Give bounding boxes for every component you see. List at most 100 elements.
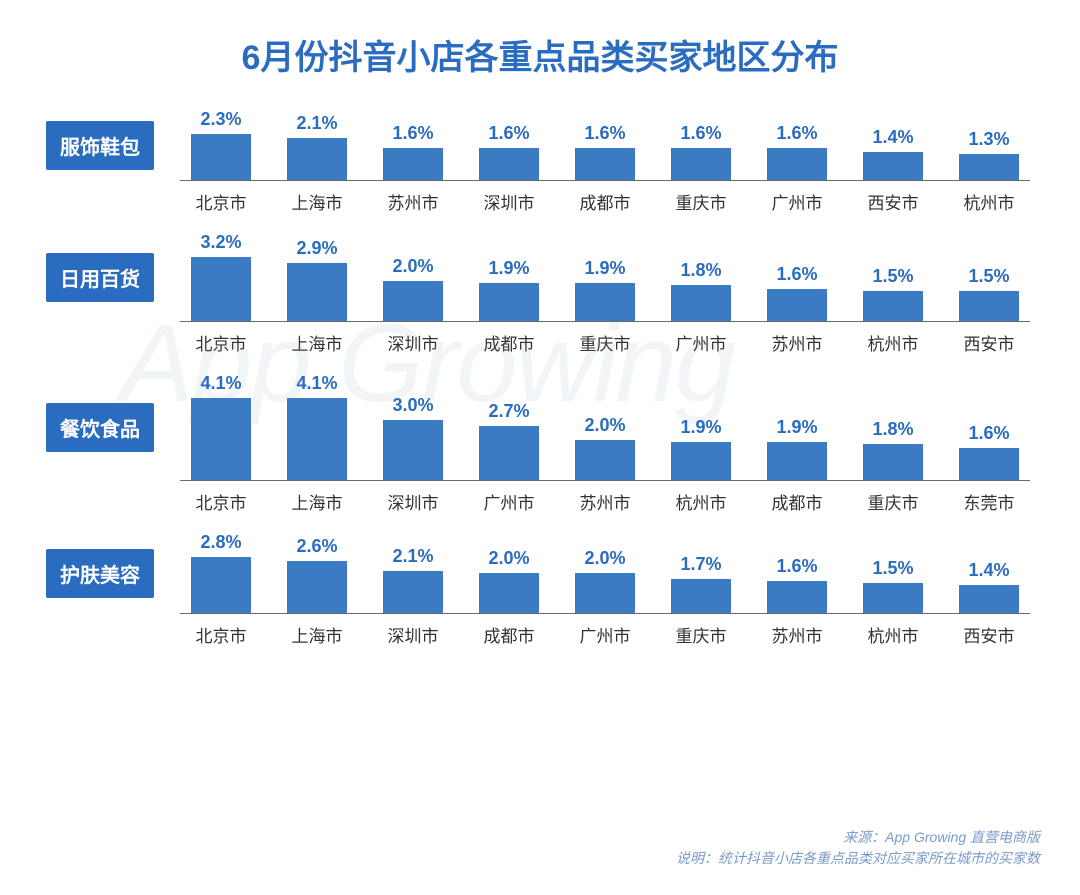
bar-group: 2.1%	[372, 546, 454, 613]
bars-container: 2.3%2.1%1.6%1.6%1.6%1.6%1.6%1.4%1.3%	[180, 109, 1030, 181]
bar-value: 1.9%	[776, 417, 817, 438]
city-label: 重庆市	[660, 181, 742, 214]
city-label: 重庆市	[852, 481, 934, 514]
city-label: 上海市	[276, 181, 358, 214]
city-labels-container: 北京市上海市深圳市广州市苏州市杭州市成都市重庆市东莞市	[180, 481, 1030, 532]
bar-value: 2.6%	[296, 536, 337, 557]
bar-value: 1.9%	[680, 417, 721, 438]
bar	[575, 573, 634, 613]
bar	[383, 571, 442, 613]
bar-group: 1.9%	[660, 417, 742, 480]
chart-title: 6月份抖音小店各重点品类买家地区分布	[20, 30, 1060, 79]
bar	[383, 281, 442, 321]
bar-value: 1.9%	[488, 258, 529, 279]
bar-group: 2.0%	[564, 548, 646, 613]
bar	[191, 134, 250, 180]
bar-group: 1.8%	[660, 260, 742, 321]
bar-group: 1.5%	[852, 558, 934, 613]
city-label: 北京市	[180, 322, 262, 355]
bar	[287, 138, 346, 180]
chart-row: 日用百货3.2%2.9%2.0%1.9%1.9%1.8%1.6%1.5%1.5%	[40, 232, 1030, 322]
city-label: 上海市	[276, 614, 358, 647]
city-label: 北京市	[180, 181, 262, 214]
bar-group: 4.1%	[276, 373, 358, 480]
bar-value: 1.5%	[872, 558, 913, 579]
bar	[863, 152, 922, 180]
bar-group: 1.9%	[756, 417, 838, 480]
category-label-text: 餐饮食品	[46, 403, 154, 452]
bar	[863, 444, 922, 480]
bars-container: 4.1%4.1%3.0%2.7%2.0%1.9%1.9%1.8%1.6%	[180, 373, 1030, 481]
bar	[287, 398, 346, 480]
bar-value: 2.0%	[488, 548, 529, 569]
bar-group: 2.0%	[564, 415, 646, 480]
city-labels: 北京市上海市深圳市成都市广州市重庆市苏州市杭州市西安市	[180, 614, 1030, 647]
bar	[863, 583, 922, 613]
bar	[767, 289, 826, 321]
city-label: 深圳市	[372, 481, 454, 514]
city-label: 杭州市	[660, 481, 742, 514]
bar	[767, 442, 826, 480]
city-labels: 北京市上海市深圳市成都市重庆市广州市苏州市杭州市西安市	[180, 322, 1030, 355]
city-label: 广州市	[756, 181, 838, 214]
city-labels: 北京市上海市深圳市广州市苏州市杭州市成都市重庆市东莞市	[180, 481, 1030, 514]
city-label: 广州市	[468, 481, 550, 514]
bar-group: 1.4%	[852, 127, 934, 180]
bar-value: 4.1%	[296, 373, 337, 394]
bar	[479, 148, 538, 180]
bar-group: 2.1%	[276, 113, 358, 180]
bar-group: 1.6%	[948, 423, 1030, 480]
bar-group: 1.5%	[948, 266, 1030, 321]
bar-value: 1.5%	[968, 266, 1009, 287]
bar-group: 2.0%	[468, 548, 550, 613]
bar	[671, 148, 730, 180]
bar-value: 2.0%	[584, 548, 625, 569]
bar-value: 1.6%	[680, 123, 721, 144]
bar-group: 2.0%	[372, 256, 454, 321]
chart-row: 服饰鞋包2.3%2.1%1.6%1.6%1.6%1.6%1.6%1.4%1.3%	[40, 109, 1030, 181]
bar	[575, 283, 634, 321]
footer-source: 来源：App Growing 直营电商版	[676, 827, 1040, 848]
bar-group: 1.5%	[852, 266, 934, 321]
bar-group: 2.3%	[180, 109, 262, 180]
city-labels-container: 北京市上海市深圳市成都市重庆市广州市苏州市杭州市西安市	[180, 322, 1030, 373]
bar-value: 3.2%	[200, 232, 241, 253]
bar-value: 1.4%	[968, 560, 1009, 581]
bar	[191, 557, 250, 613]
bar	[671, 579, 730, 613]
bar-value: 1.4%	[872, 127, 913, 148]
bar	[671, 285, 730, 321]
bar	[575, 440, 634, 480]
bar	[479, 283, 538, 321]
city-label: 成都市	[756, 481, 838, 514]
bar-value: 1.6%	[488, 123, 529, 144]
bar	[479, 573, 538, 613]
bar-value: 2.0%	[584, 415, 625, 436]
city-label: 上海市	[276, 322, 358, 355]
bar	[287, 263, 346, 321]
bar-value: 3.0%	[392, 395, 433, 416]
city-label: 苏州市	[372, 181, 454, 214]
bar-value: 1.6%	[776, 123, 817, 144]
bar	[287, 561, 346, 613]
bar	[575, 148, 634, 180]
city-label: 深圳市	[468, 181, 550, 214]
city-label: 北京市	[180, 481, 262, 514]
bar	[767, 148, 826, 180]
bar-group: 1.6%	[372, 123, 454, 180]
city-label: 成都市	[468, 614, 550, 647]
city-label: 广州市	[660, 322, 742, 355]
city-label: 杭州市	[852, 322, 934, 355]
bar-group: 1.7%	[660, 554, 742, 613]
bar-group: 2.7%	[468, 401, 550, 480]
city-labels-container: 北京市上海市深圳市成都市广州市重庆市苏州市杭州市西安市	[180, 614, 1030, 665]
bar	[959, 448, 1018, 480]
bar-group: 1.6%	[660, 123, 742, 180]
city-labels-container: 北京市上海市苏州市深圳市成都市重庆市广州市西安市杭州市	[180, 181, 1030, 232]
city-label: 广州市	[564, 614, 646, 647]
bar-group: 1.6%	[756, 264, 838, 321]
bar-group: 1.4%	[948, 560, 1030, 613]
category-label-text: 服饰鞋包	[46, 121, 154, 170]
chart-row: 餐饮食品4.1%4.1%3.0%2.7%2.0%1.9%1.9%1.8%1.6%	[40, 373, 1030, 481]
bar-value: 1.6%	[392, 123, 433, 144]
